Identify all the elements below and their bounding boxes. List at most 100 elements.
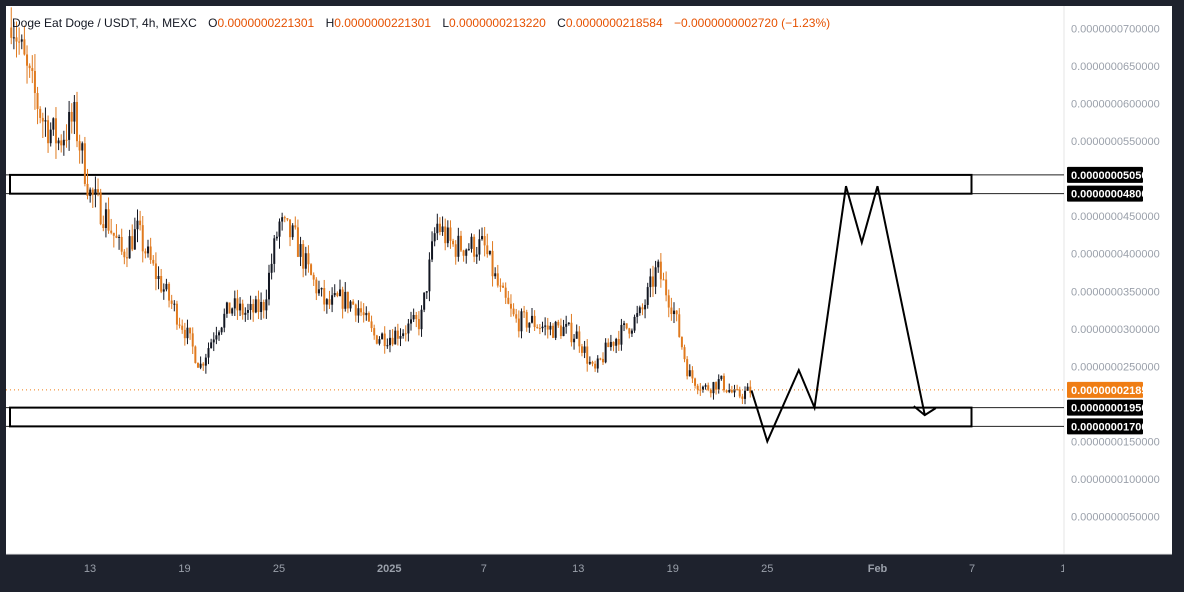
price-tick-label: 0.0000000400000: [1071, 249, 1160, 261]
candle-down: [486, 245, 489, 255]
candle-down: [557, 321, 560, 326]
candle-down: [523, 311, 526, 313]
candle-down: [709, 389, 712, 394]
time-tick-label: 7: [969, 563, 975, 575]
candle-up: [204, 357, 207, 366]
candle-down: [70, 111, 73, 122]
candle-up: [567, 322, 570, 325]
candle-up: [267, 272, 270, 300]
price-axis[interactable]: 0.0000000050000 0.0000000100000 0.00000001…: [1071, 24, 1160, 524]
candle-up: [636, 313, 639, 317]
candle-down: [515, 314, 518, 319]
candle-up: [220, 327, 223, 333]
candle-down: [262, 302, 265, 311]
time-axis[interactable]: 13 19 25 2025 7 13 19 25 Feb 7 13: [84, 563, 1073, 575]
candle-down: [617, 338, 620, 345]
candle-up: [554, 321, 557, 338]
candle-up: [717, 379, 720, 390]
candle-up: [657, 261, 660, 268]
symbol-title[interactable]: Doge Eat Doge / USDT, 4h, MEXC: [12, 16, 197, 30]
candle-down: [178, 324, 181, 326]
candle-up: [49, 129, 52, 144]
candle-down: [257, 299, 260, 313]
candle-up: [270, 263, 273, 273]
candle-down: [483, 236, 486, 246]
candle-up: [728, 390, 731, 393]
resistance-top-price-tag-bg: [1067, 166, 1143, 183]
candle-up: [428, 259, 431, 292]
candle-up: [325, 299, 328, 305]
candle-down: [10, 27, 13, 38]
candle-up: [57, 140, 60, 144]
price-tick-label: 0.0000000450000: [1071, 211, 1160, 223]
resistance-top-price-tag: 0.0000000505000: [1071, 170, 1160, 182]
candle-down: [296, 227, 299, 257]
candle-up: [412, 314, 415, 320]
candle-up: [231, 308, 234, 314]
candle-down: [370, 321, 373, 329]
candles-layer: [10, 7, 752, 405]
candle-down: [736, 389, 739, 391]
candle-up: [275, 236, 278, 239]
candle-up: [94, 189, 97, 195]
candle-up: [165, 283, 168, 290]
candle-up: [320, 288, 323, 290]
candle-down: [28, 65, 31, 69]
candle-up: [475, 254, 478, 257]
candle-down: [546, 325, 549, 330]
candle-up: [488, 250, 491, 255]
candle-up: [281, 217, 284, 222]
candle-down: [312, 274, 315, 280]
candle-down: [417, 319, 420, 330]
candle-down: [315, 279, 318, 294]
candle-down: [538, 328, 541, 330]
candle-up: [199, 363, 202, 368]
candle-up: [688, 370, 691, 377]
candle-down: [602, 358, 604, 363]
candle-up: [604, 342, 607, 363]
candle-down: [31, 68, 34, 71]
candle-up: [339, 289, 341, 296]
candle-up: [44, 120, 47, 122]
candle-down: [354, 304, 357, 316]
candle-down: [536, 327, 539, 329]
price-tick-label: 0.0000000250000: [1071, 361, 1160, 373]
price-tick-label: 0.0000000650000: [1071, 61, 1160, 73]
candle-down: [115, 235, 118, 238]
candle-down: [507, 297, 510, 304]
candle-down: [78, 141, 81, 151]
projection-path: [750, 185, 926, 445]
candle-up: [573, 338, 576, 343]
candle-up: [520, 311, 523, 332]
candle-down: [373, 328, 376, 336]
candle-down: [496, 273, 499, 286]
candle-up: [623, 323, 626, 325]
candle-down: [112, 232, 115, 236]
candle-down: [302, 244, 305, 269]
candle-up: [378, 339, 381, 344]
candle-down: [678, 314, 681, 337]
candle-up: [128, 236, 131, 259]
candle-up: [89, 189, 92, 196]
candle-up: [423, 292, 426, 310]
candle-up: [218, 332, 221, 336]
support-top-price-tag-bg: [1067, 399, 1143, 416]
candle-down: [39, 108, 42, 118]
candle-up: [239, 303, 242, 311]
candle-down: [607, 342, 610, 348]
candle-down: [289, 219, 292, 238]
candle-down: [715, 382, 718, 390]
candle-down: [252, 303, 255, 313]
candle-down: [594, 363, 597, 369]
candle-down: [741, 396, 744, 399]
candle-down: [462, 250, 465, 256]
candle-down: [47, 120, 50, 144]
time-tick-label: 25: [761, 563, 773, 575]
candle-down: [336, 292, 339, 296]
candle-down: [26, 54, 29, 66]
candle-up: [173, 303, 176, 305]
candle-up: [583, 346, 586, 353]
candle-down: [60, 140, 63, 146]
